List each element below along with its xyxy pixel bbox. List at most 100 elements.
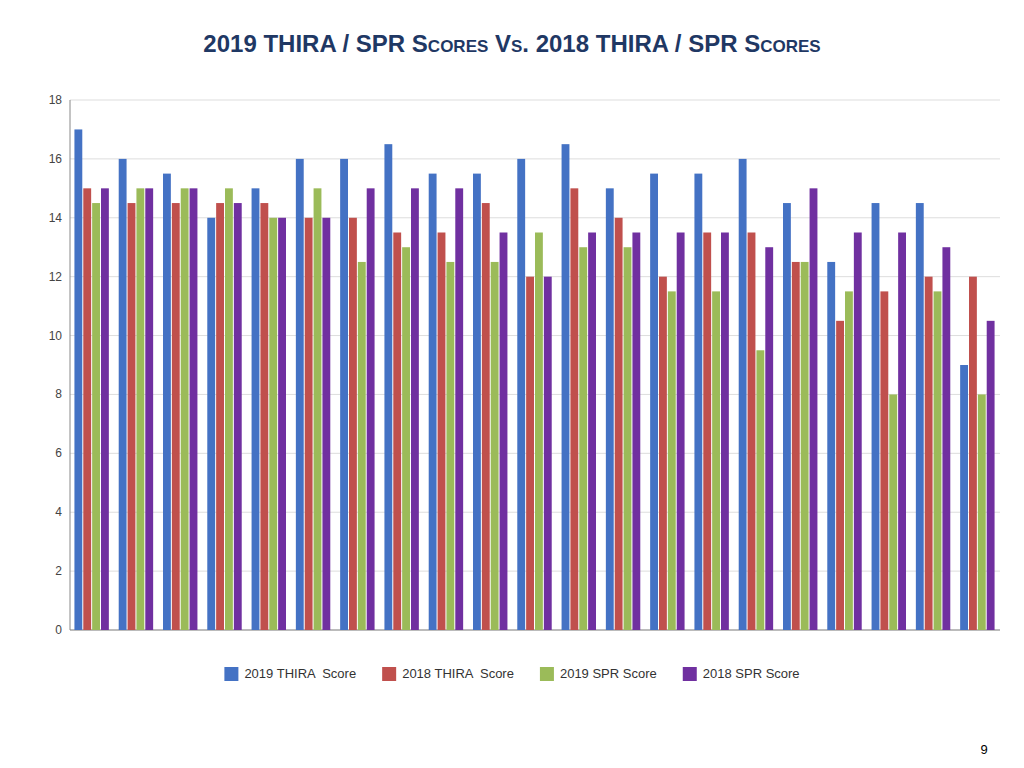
bar (827, 262, 835, 630)
bar (969, 277, 977, 630)
bar (765, 247, 773, 630)
bar (872, 203, 880, 630)
bar (367, 188, 375, 630)
chart-root: 2019 THIRA / SPR Scores Vs. 2018 THIRA /… (0, 0, 1024, 768)
y-tick-label: 16 (49, 152, 63, 166)
bar (402, 247, 410, 630)
bar (526, 277, 534, 630)
bar (987, 321, 995, 630)
bar (792, 262, 800, 630)
grid-line (70, 158, 1000, 159)
legend-item: 2019 SPR Score (540, 666, 657, 681)
bar (880, 291, 888, 630)
y-tick-label: 18 (49, 93, 63, 107)
bar (225, 188, 233, 630)
bar (748, 233, 756, 631)
bar (260, 203, 268, 630)
bar (128, 203, 136, 630)
bar (119, 159, 127, 630)
y-tick-label: 14 (49, 211, 63, 225)
bar (810, 188, 818, 630)
y-axis: 0 2 4 6 8 10 12 14 16 18 (49, 93, 63, 637)
y-tick-label: 0 (55, 623, 62, 637)
y-tick-label: 8 (55, 387, 62, 401)
y-tick-label: 4 (55, 505, 62, 519)
bar (916, 203, 924, 630)
bar (579, 247, 587, 630)
bar (721, 233, 729, 631)
grid (70, 100, 1000, 630)
bar (632, 233, 640, 631)
bar (349, 218, 357, 630)
bar (756, 350, 764, 630)
page-number: 9 (980, 742, 987, 757)
bar (393, 233, 401, 631)
bar (446, 262, 454, 630)
bar (845, 291, 853, 630)
legend: 2019 THIRA Score 2018 THIRA Score 2019 SPR… (224, 666, 799, 681)
y-tick-label: 12 (49, 270, 63, 284)
bar (703, 233, 711, 631)
bar (473, 174, 481, 630)
bar (491, 262, 499, 630)
bar (482, 203, 490, 630)
title: 2019 THIRA / SPR Scores Vs. 2018 THIRA /… (203, 30, 820, 57)
bar (570, 188, 578, 630)
y-tick-label: 6 (55, 446, 62, 460)
bar (889, 394, 897, 630)
bar (190, 188, 198, 630)
legend-item: 2018 SPR Score (683, 666, 800, 681)
bar (615, 218, 623, 630)
legend-swatch (382, 667, 396, 681)
bar (942, 247, 950, 630)
bar (854, 233, 862, 631)
bar (305, 218, 313, 630)
bar (92, 203, 100, 630)
bar (898, 233, 906, 631)
legend-item: 2018 THIRA Score (382, 666, 514, 681)
bar (429, 174, 437, 630)
bar (278, 218, 286, 630)
bar (322, 218, 330, 630)
bar (783, 203, 791, 630)
bar (163, 174, 171, 630)
bar (172, 203, 180, 630)
bar (207, 218, 215, 630)
bar (712, 291, 720, 630)
bar (925, 277, 933, 630)
bar (535, 233, 543, 631)
bar (668, 291, 676, 630)
bar (677, 233, 685, 631)
bar (978, 394, 986, 630)
bar (739, 159, 747, 630)
bar (801, 262, 809, 630)
bar (836, 321, 844, 630)
bar (500, 233, 508, 631)
legend-swatch (224, 667, 238, 681)
legend-label: 2018 SPR Score (703, 666, 800, 681)
bar (606, 188, 614, 630)
bars (74, 129, 994, 630)
bar (517, 159, 525, 630)
y-tick-label: 10 (49, 329, 63, 343)
legend-item: 2019 THIRA Score (224, 666, 356, 681)
bar (358, 262, 366, 630)
bar (544, 277, 552, 630)
bar (694, 174, 702, 630)
bar (455, 188, 463, 630)
y-tick-label: 2 (55, 564, 62, 578)
legend-label: 2019 SPR Score (560, 666, 657, 681)
bar (650, 174, 658, 630)
bar (960, 365, 968, 630)
bar (588, 233, 596, 631)
bar (74, 129, 82, 630)
bar (101, 188, 109, 630)
bar (411, 188, 419, 630)
bar (659, 277, 667, 630)
bar (934, 291, 942, 630)
bar (296, 159, 304, 630)
legend-swatch (683, 667, 697, 681)
bar (384, 144, 392, 630)
bar (624, 247, 632, 630)
bar (314, 188, 322, 630)
